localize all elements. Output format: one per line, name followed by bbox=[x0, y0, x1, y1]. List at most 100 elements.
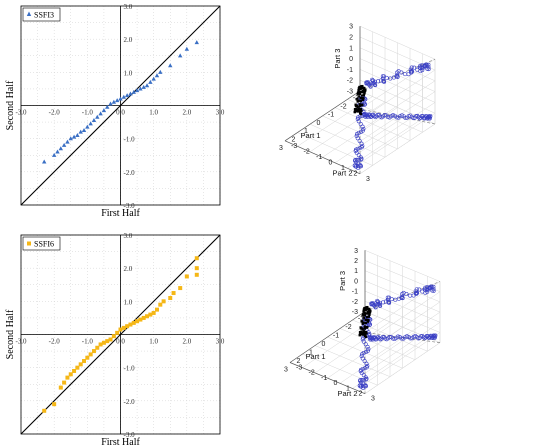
x-tick-label: 2 bbox=[297, 358, 301, 365]
projection-point bbox=[362, 377, 367, 382]
data-point bbox=[363, 325, 366, 328]
projection-point bbox=[431, 284, 436, 289]
data-point bbox=[91, 349, 96, 354]
data-point bbox=[125, 324, 130, 329]
projection-point bbox=[369, 302, 374, 307]
data-point bbox=[360, 103, 363, 107]
data-point bbox=[144, 83, 150, 88]
z-tick-label: -1 bbox=[352, 289, 358, 296]
y-tick-label: 3.0 bbox=[124, 232, 133, 240]
projection-point bbox=[364, 376, 369, 381]
projection-point bbox=[403, 72, 408, 77]
projection-point bbox=[357, 138, 362, 143]
projection-point bbox=[354, 150, 359, 155]
data-point bbox=[360, 86, 364, 90]
data-point bbox=[128, 322, 133, 327]
projection-point bbox=[356, 119, 361, 124]
projection-point bbox=[367, 335, 372, 340]
projection-point bbox=[417, 116, 422, 121]
projection-point bbox=[405, 115, 410, 120]
projection-point bbox=[363, 114, 368, 119]
z-tick-label: -1 bbox=[347, 67, 353, 74]
projection-point bbox=[429, 284, 434, 289]
data-point bbox=[364, 318, 367, 322]
data-point bbox=[72, 368, 77, 373]
projection-point bbox=[362, 366, 367, 371]
y-tick-label: -2.0 bbox=[124, 398, 136, 406]
data-point bbox=[194, 272, 199, 277]
axis-line bbox=[284, 140, 361, 175]
y-axis-label: Second Half bbox=[5, 80, 16, 130]
data-point bbox=[356, 92, 359, 95]
data-point bbox=[358, 92, 362, 96]
data-point bbox=[145, 314, 150, 319]
projection-point bbox=[380, 74, 385, 79]
y-tick-label: 3 bbox=[371, 396, 375, 403]
y-tick-label: -1.0 bbox=[124, 365, 136, 373]
projection-point bbox=[396, 296, 401, 301]
data-point bbox=[178, 53, 183, 58]
projection-point bbox=[426, 67, 431, 72]
projection-point bbox=[357, 157, 362, 162]
data-point bbox=[65, 375, 70, 380]
grid-line bbox=[364, 342, 441, 394]
z-tick-label: 0 bbox=[354, 278, 358, 285]
y-tick-label: -1 bbox=[316, 154, 322, 161]
x-tick-label: -1 bbox=[333, 333, 339, 340]
data-point bbox=[367, 312, 370, 315]
y-tick-label: 0 bbox=[334, 380, 338, 387]
data-point bbox=[101, 340, 106, 345]
z-tick-label: 1 bbox=[354, 268, 358, 275]
data-point bbox=[154, 307, 159, 312]
y-axis-label: Part 2 bbox=[337, 389, 357, 398]
projection-point bbox=[366, 347, 371, 352]
data-point bbox=[362, 90, 365, 94]
projection-point bbox=[381, 78, 386, 83]
projection-point bbox=[417, 287, 422, 292]
x-tick-label: 2.0 bbox=[182, 338, 191, 346]
data-point bbox=[366, 310, 370, 314]
projection-point bbox=[418, 115, 423, 120]
data-point bbox=[121, 325, 126, 330]
projection-point bbox=[395, 73, 400, 78]
x-axis-label: First Half bbox=[101, 208, 140, 219]
data-point bbox=[361, 333, 365, 336]
projection-point bbox=[373, 115, 378, 120]
x-tick-label: -1 bbox=[328, 112, 334, 119]
projection-point bbox=[389, 297, 394, 302]
data-point bbox=[135, 319, 140, 324]
data-point bbox=[362, 308, 366, 312]
z-tick-label: -2 bbox=[347, 78, 353, 85]
projection-point bbox=[360, 352, 365, 357]
y-tick-label: -3.0 bbox=[124, 202, 136, 210]
y-tick-label: 2.0 bbox=[124, 265, 133, 273]
data-point bbox=[184, 46, 190, 51]
data-point bbox=[358, 103, 361, 106]
data-point bbox=[71, 134, 77, 139]
grid-line bbox=[359, 58, 436, 110]
data-point bbox=[131, 89, 136, 94]
projection-point bbox=[399, 70, 404, 75]
data-point bbox=[365, 315, 369, 319]
data-point bbox=[58, 146, 63, 151]
data-point bbox=[359, 87, 362, 91]
data-point bbox=[194, 40, 199, 45]
x-tick-label: 0 bbox=[317, 120, 321, 127]
y-tick-label: 3 bbox=[366, 176, 370, 183]
projection-point bbox=[387, 115, 392, 120]
data-point bbox=[148, 79, 153, 84]
x-tick-label: -3 bbox=[353, 95, 359, 102]
projection-point bbox=[360, 356, 365, 361]
y-tick-label: 1.0 bbox=[124, 298, 133, 306]
projection-point bbox=[375, 299, 380, 304]
data-point bbox=[359, 112, 363, 116]
legend-marker bbox=[27, 241, 31, 246]
x-tick-label: 1.0 bbox=[149, 338, 158, 346]
data-point bbox=[364, 321, 368, 325]
data-point bbox=[361, 314, 364, 317]
data-point bbox=[360, 91, 363, 94]
data-point bbox=[363, 327, 367, 330]
projection-point bbox=[355, 116, 360, 121]
projection-point bbox=[391, 75, 396, 80]
